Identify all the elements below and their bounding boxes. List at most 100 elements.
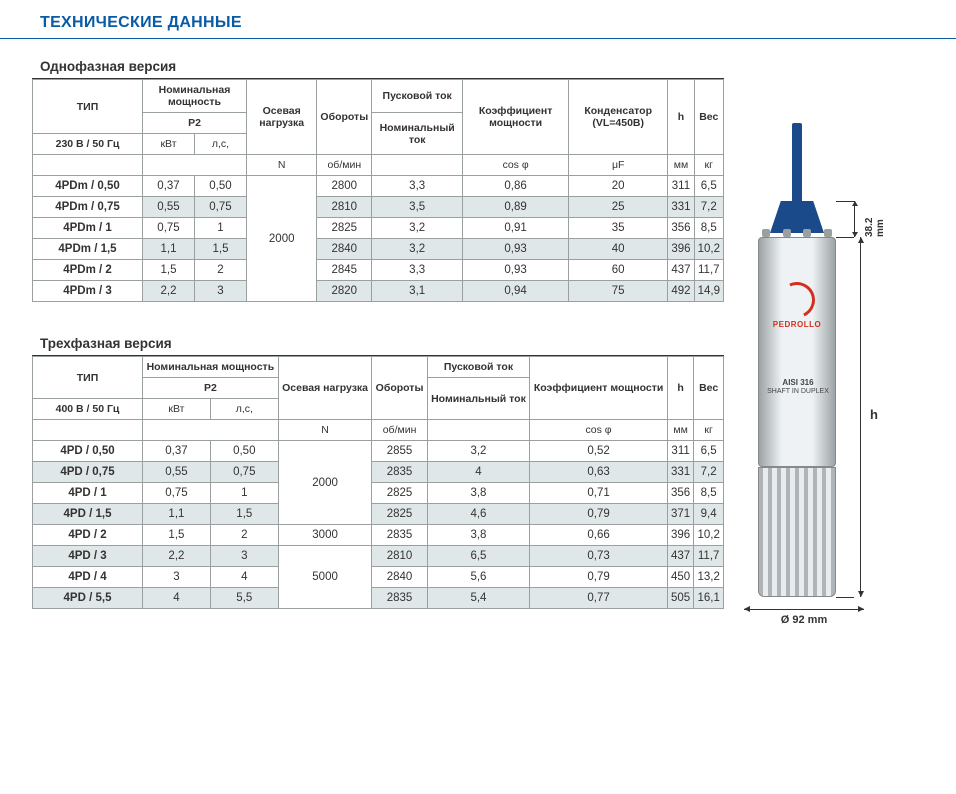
- cell-cur: 3,8: [427, 483, 530, 504]
- cell-rpm: 2855: [372, 441, 427, 462]
- sub-nominal: Номинальный ток: [372, 113, 463, 155]
- cell-h: 396: [667, 525, 693, 546]
- cell-kw: 0,37: [143, 176, 195, 197]
- cell-kw: 2,2: [143, 281, 195, 302]
- pump-studs: [762, 229, 832, 237]
- dim-tick: [836, 237, 854, 238]
- cell-type: 4PDm / 0,75: [33, 197, 143, 218]
- cell-hp: 1,5: [194, 239, 246, 260]
- table-row: 4PDm / 21,5228453,30,936043711,7: [33, 260, 724, 281]
- cell-h: 492: [668, 281, 694, 302]
- unit-cos: cos φ: [530, 420, 668, 441]
- cell-cur: 3,1: [372, 281, 463, 302]
- cell-cos: 0,79: [530, 567, 668, 588]
- pump-logo: PEDROLLO: [759, 282, 835, 329]
- voltage-label: 230 В / 50 Гц: [33, 134, 143, 155]
- cell-cur: 4: [427, 462, 530, 483]
- cell-axial: 5000: [278, 546, 372, 609]
- cell-cos: 0,66: [530, 525, 668, 546]
- cell-cap: 35: [569, 218, 668, 239]
- unit-kw: кВт: [143, 134, 195, 155]
- dimension-diameter: Ø 92 mm: [744, 609, 864, 626]
- cell-rpm: 2840: [317, 239, 372, 260]
- cell-wt: 9,4: [694, 504, 724, 525]
- cell-h: 311: [667, 441, 693, 462]
- table-row: 4PDm / 32,2328203,10,947549214,9: [33, 281, 724, 302]
- cell-h: 505: [667, 588, 693, 609]
- col-power: Номинальная мощность: [143, 357, 279, 378]
- cell-hp: 4: [210, 567, 278, 588]
- pump-diagram: PEDROLLO AISI 316 SHAFT IN DUPLEX 38.2 m…: [724, 123, 924, 663]
- cell-hp: 0,75: [194, 197, 246, 218]
- table-row: 4PD / 21,52300028353,80,6639610,2: [33, 525, 724, 546]
- cell-h: 437: [667, 546, 693, 567]
- col-start-cur: Пусковой ток: [427, 357, 530, 378]
- cell-cos: 0,91: [463, 218, 569, 239]
- cell-cos: 0,86: [463, 176, 569, 197]
- cell-rpm: 2820: [317, 281, 372, 302]
- table-header: ТИП Номинальная мощность Осевая нагрузка…: [33, 357, 724, 441]
- col-h: h: [667, 357, 693, 420]
- cell-type: 4PD / 3: [33, 546, 143, 567]
- cell-axial: 2000: [246, 176, 316, 302]
- table-row: 4PD / 32,23500028106,50,7343711,7: [33, 546, 724, 567]
- single-phase-title: Однофазная версия: [32, 53, 724, 79]
- sub-p2: P2: [143, 113, 247, 134]
- cell-wt: 10,2: [694, 525, 724, 546]
- table-row: 4PDm / 10,75128253,20,91353568,5: [33, 218, 724, 239]
- cell-kw: 0,37: [143, 441, 211, 462]
- cell-cos: 0,52: [530, 441, 668, 462]
- cell-h: 356: [668, 218, 694, 239]
- table-row: 4PDm / 0,500,370,50200028003,30,86203116…: [33, 176, 724, 197]
- cell-hp: 3: [194, 281, 246, 302]
- cell-rpm: 2835: [372, 588, 427, 609]
- cell-cap: 25: [569, 197, 668, 218]
- cell-cap: 60: [569, 260, 668, 281]
- cell-hp: 1: [194, 218, 246, 239]
- unit-n: N: [278, 420, 372, 441]
- cell-kw: 0,55: [143, 197, 195, 218]
- cell-hp: 2: [194, 260, 246, 281]
- table-row: 4PD / 10,75128253,80,713568,5: [33, 483, 724, 504]
- pump-body-lower: [758, 467, 836, 597]
- unit-n: N: [246, 155, 316, 176]
- unit-cur: [372, 155, 463, 176]
- blank: [33, 420, 143, 441]
- unit-kw: кВт: [143, 399, 211, 420]
- col-cap: Конденсатор (VL=450В): [569, 80, 668, 155]
- cell-wt: 6,5: [694, 441, 724, 462]
- content-area: Однофазная версия ТИП Номинальная мощнос…: [0, 53, 956, 663]
- cell-cap: 75: [569, 281, 668, 302]
- cell-rpm: 2835: [372, 525, 427, 546]
- pump-body-upper: PEDROLLO AISI 316 SHAFT IN DUPLEX: [758, 237, 836, 467]
- cell-wt: 8,5: [694, 483, 724, 504]
- cell-type: 4PD / 4: [33, 567, 143, 588]
- sub-p2: P2: [143, 378, 279, 399]
- cell-type: 4PD / 2: [33, 525, 143, 546]
- cell-type: 4PDm / 1,5: [33, 239, 143, 260]
- plate-line2: SHAFT IN DUPLEX: [767, 388, 829, 395]
- col-power: Номинальная мощность: [143, 80, 247, 113]
- cell-hp: 0,75: [210, 462, 278, 483]
- col-start-cur: Пусковой ток: [372, 80, 463, 113]
- cell-cur: 3,5: [372, 197, 463, 218]
- unit-cap: μF: [569, 155, 668, 176]
- cell-h: 331: [667, 462, 693, 483]
- blank: [143, 155, 247, 176]
- cell-hp: 0,50: [210, 441, 278, 462]
- col-cos: Коэффициент мощности: [530, 357, 668, 420]
- cell-type: 4PD / 0,75: [33, 462, 143, 483]
- single-phase-body: 4PDm / 0,500,370,50200028003,30,86203116…: [33, 176, 724, 302]
- unit-h: мм: [667, 420, 693, 441]
- cell-cos: 0,77: [530, 588, 668, 609]
- cell-type: 4PD / 1,5: [33, 504, 143, 525]
- cell-wt: 10,2: [694, 239, 723, 260]
- col-rpm: Обороты: [372, 357, 427, 420]
- cell-type: 4PD / 0,50: [33, 441, 143, 462]
- cell-type: 4PDm / 0,50: [33, 176, 143, 197]
- three-phase-body: 4PD / 0,500,370,50200028553,20,523116,54…: [33, 441, 724, 609]
- cell-cos: 0,93: [463, 260, 569, 281]
- cell-kw: 1,5: [143, 525, 211, 546]
- single-phase-table: ТИП Номинальная мощность Осевая нагрузка…: [32, 79, 724, 302]
- cell-hp: 1: [210, 483, 278, 504]
